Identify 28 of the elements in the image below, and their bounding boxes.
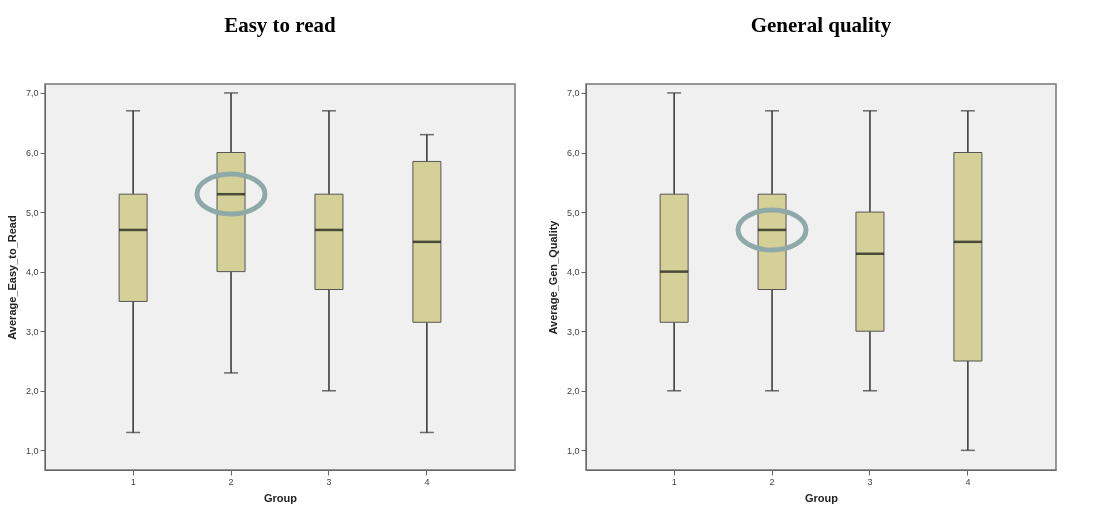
y-tick-label: 1,0 xyxy=(566,445,580,456)
x-tick-label: 3 xyxy=(867,476,873,487)
x-tick-label: 4 xyxy=(965,476,971,487)
y-tick-label: 7,0 xyxy=(566,88,580,99)
chart-title: General quality xyxy=(750,13,892,37)
y-tick-label: 6,0 xyxy=(25,148,39,158)
y-tick-label: 6,0 xyxy=(566,148,580,158)
y-tick-label: 7,0 xyxy=(25,88,39,99)
x-tick-label: 3 xyxy=(326,476,332,487)
y-axis-title: Average_Easy_to_Read xyxy=(5,215,18,340)
x-axis-title: Group xyxy=(264,491,298,504)
y-tick-label: 2,0 xyxy=(566,386,580,397)
y-tick-label: 2,0 xyxy=(25,386,39,397)
y-tick-label: 1,0 xyxy=(25,445,39,456)
y-tick-label: 3,0 xyxy=(566,326,580,337)
y-axis-title: Average_Gen_Quality xyxy=(546,219,559,335)
y-tick-label: 4,0 xyxy=(25,267,39,278)
x-tick-label: 2 xyxy=(769,476,775,487)
x-tick-label: 4 xyxy=(424,476,430,487)
chart-title: Easy to read xyxy=(224,13,337,37)
x-tick-label: 1 xyxy=(671,476,677,487)
x-tick-label: 1 xyxy=(130,476,136,487)
x-tick-label: 2 xyxy=(228,476,234,487)
x-axis-title: Group xyxy=(805,491,839,504)
y-tick-label: 4,0 xyxy=(566,267,580,278)
y-tick-label: 5,0 xyxy=(566,207,580,218)
y-tick-label: 3,0 xyxy=(25,326,39,337)
y-tick-label: 5,0 xyxy=(25,207,39,218)
